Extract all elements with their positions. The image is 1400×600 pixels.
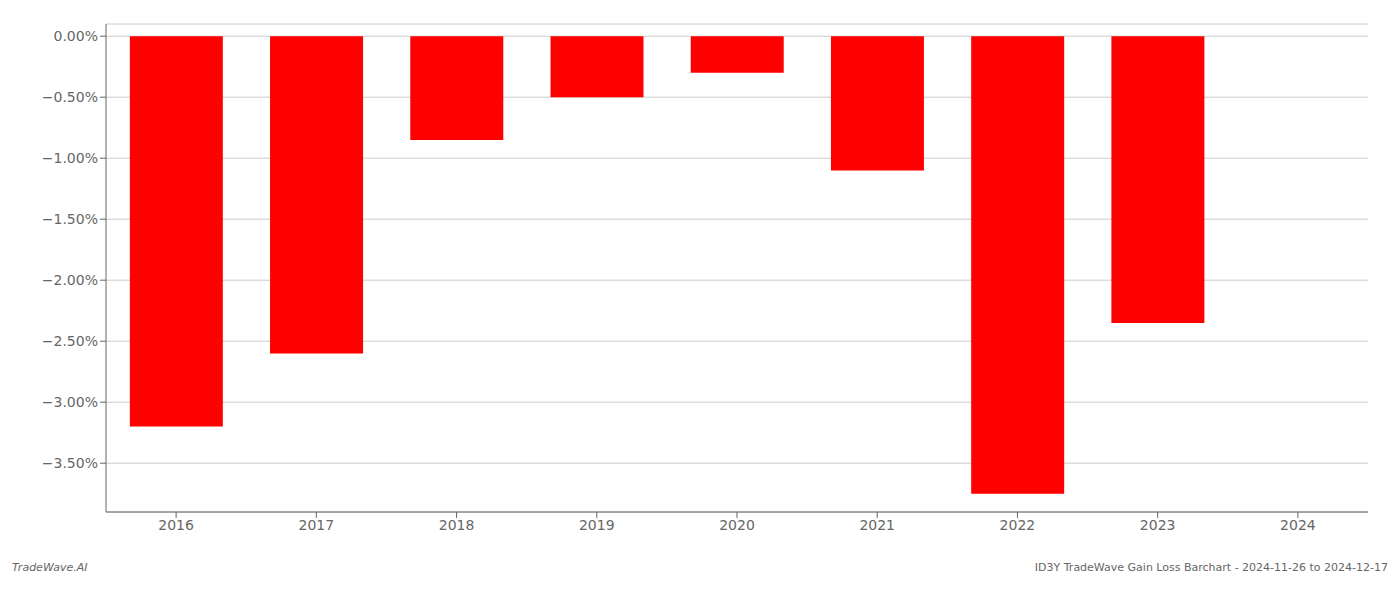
svg-text:2023: 2023 xyxy=(1140,517,1176,533)
svg-text:−1.00%: −1.00% xyxy=(42,150,98,166)
svg-text:2024: 2024 xyxy=(1280,517,1316,533)
svg-text:0.00%: 0.00% xyxy=(54,28,98,44)
svg-text:2021: 2021 xyxy=(859,517,895,533)
svg-text:2018: 2018 xyxy=(439,517,475,533)
svg-text:−1.50%: −1.50% xyxy=(42,211,98,227)
svg-text:−3.00%: −3.00% xyxy=(42,394,98,410)
svg-text:−3.50%: −3.50% xyxy=(42,455,98,471)
svg-text:2017: 2017 xyxy=(299,517,335,533)
svg-text:2019: 2019 xyxy=(579,517,615,533)
svg-text:2020: 2020 xyxy=(719,517,755,533)
svg-text:−2.50%: −2.50% xyxy=(42,333,98,349)
svg-text:2022: 2022 xyxy=(1000,517,1036,533)
svg-text:−2.00%: −2.00% xyxy=(42,272,98,288)
html-text:ID3Y TradeWave Gain Loss Barch: ID3Y TradeWave Gain Loss Barchart - 2024… xyxy=(1034,561,1388,574)
svg-text:2016: 2016 xyxy=(158,517,194,533)
svg-text:−0.50%: −0.50% xyxy=(42,89,98,105)
html-text:TradeWave.AI: TradeWave.AI xyxy=(12,561,88,574)
